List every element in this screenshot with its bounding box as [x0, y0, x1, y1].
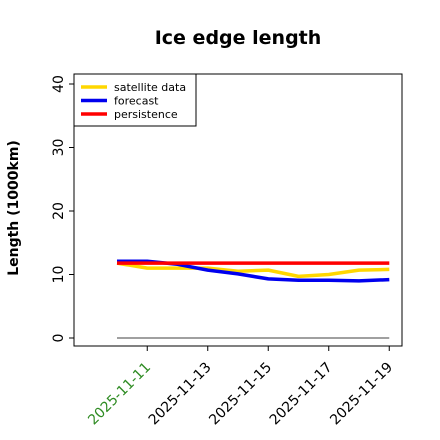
legend-label-persistence: persistence [114, 108, 178, 121]
legend-label-satellite-data: satellite data [114, 81, 186, 94]
x-tick-label: 2025-11-11 [85, 360, 154, 429]
y-axis-label: Length (1000km) [6, 140, 22, 276]
plot-area-frame [73, 73, 403, 347]
x-tick-label: 2025-11-17 [267, 360, 336, 429]
y-tick-label: 30 [51, 139, 67, 157]
chart-title: Ice edge length [155, 27, 322, 49]
series-layer [116, 259, 390, 283]
x-tick-label: 2025-11-15 [206, 360, 275, 429]
y-tick-label: 40 [51, 75, 67, 93]
legend-label-forecast: forecast [114, 95, 159, 108]
y-axis-ticks: 0 10 20 30 40 [51, 75, 74, 342]
series-line-satellite-data [116, 261, 390, 279]
x-axis-ticks: 2025-11-112025-11-132025-11-152025-11-17… [85, 346, 396, 428]
x-tick-label: 2025-11-19 [327, 360, 396, 429]
x-tick-label: 2025-11-13 [146, 360, 215, 429]
y-tick-label: 20 [51, 202, 67, 220]
y-tick-label: 10 [51, 266, 67, 284]
y-tick-label: 0 [51, 334, 67, 343]
